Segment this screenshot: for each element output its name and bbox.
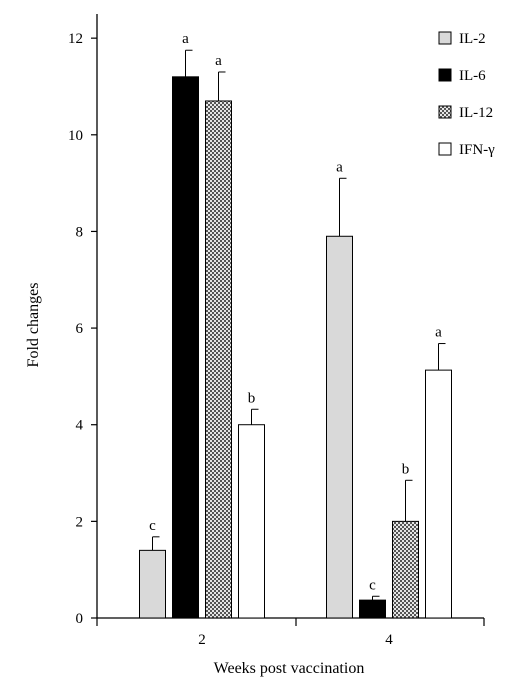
legend-swatch — [438, 31, 452, 45]
bar — [392, 520, 419, 619]
legend: IL-2 IL-6 IL-12 IFN-γ — [438, 31, 495, 158]
legend-swatch — [438, 142, 452, 156]
x-tick-label: 4 — [385, 632, 393, 648]
y-axis-label: Fold changes — [25, 283, 42, 368]
significance-label: a — [182, 31, 189, 47]
axes: 0 2 4 6 8 10 12 2 4 — [68, 14, 485, 648]
legend-label: IL-12 — [459, 105, 493, 121]
y-tick-label: 2 — [76, 514, 84, 530]
bar — [326, 235, 353, 619]
significance-label: b — [402, 461, 410, 477]
y-tick-label: 8 — [76, 224, 84, 240]
y-tick-label: 12 — [68, 31, 83, 47]
bar — [238, 424, 265, 619]
x-axis-label: Weeks post vaccination — [214, 660, 365, 677]
y-tick-label: 4 — [76, 418, 84, 434]
y-tick-label: 6 — [76, 321, 84, 337]
legend-swatch — [438, 68, 452, 82]
significance-label: a — [435, 325, 442, 341]
legend-swatch — [438, 105, 452, 119]
bar — [425, 369, 452, 619]
bar — [205, 100, 232, 619]
bar — [359, 599, 386, 619]
bar — [139, 549, 166, 619]
y-tick-label: 10 — [68, 128, 83, 144]
bars-group: c a a c a b b a — [139, 31, 452, 619]
significance-label: b — [248, 390, 256, 406]
significance-label: a — [215, 53, 222, 69]
significance-label: c — [149, 518, 156, 534]
legend-label: IL-6 — [459, 68, 486, 84]
bar — [172, 76, 199, 619]
significance-label: a — [336, 159, 343, 175]
legend-label: IFN-γ — [459, 142, 495, 158]
x-tick-label: 2 — [198, 632, 206, 648]
significance-label: c — [369, 577, 376, 593]
legend-label: IL-2 — [459, 31, 486, 47]
y-tick-label: 0 — [76, 611, 84, 627]
